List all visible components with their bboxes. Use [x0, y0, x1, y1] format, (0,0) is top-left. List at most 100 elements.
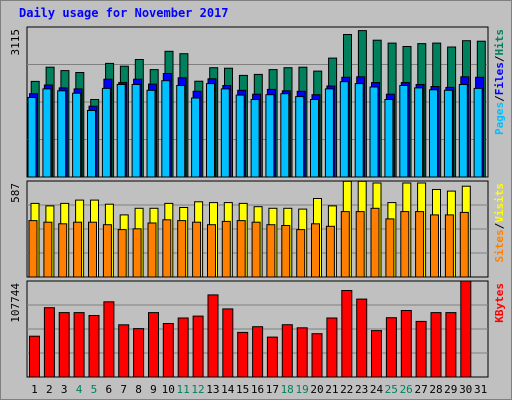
day-label-6: 6 — [105, 383, 112, 396]
side-label-word: Visits — [493, 183, 506, 223]
kbytes-bar-day-22 — [341, 290, 353, 378]
sites-bar-day-4 — [73, 221, 83, 278]
day-label-16: 16 — [251, 383, 264, 396]
pages-bar-day-28 — [429, 89, 438, 178]
side-label-word: / — [493, 95, 506, 102]
kbytes-bar-day-23 — [356, 298, 368, 378]
sites-bar-day-2 — [43, 221, 53, 278]
day-label-5: 5 — [91, 383, 98, 396]
sites-bar-day-17 — [266, 224, 276, 278]
side-label-word: KBytes — [493, 283, 506, 323]
pages-bar-day-2 — [42, 88, 52, 178]
sites-bar-day-25 — [385, 218, 395, 278]
pages-bar-day-31 — [473, 87, 483, 178]
pages-bar-day-22 — [339, 81, 349, 178]
pages-bar-day-4 — [72, 92, 82, 178]
pages-bar-day-6 — [101, 87, 111, 178]
sites-bar-day-19 — [296, 229, 306, 278]
day-label-22: 22 — [340, 383, 353, 396]
pages-bar-day-26 — [399, 85, 409, 178]
pages-bar-day-9 — [146, 89, 156, 178]
kbytes-bar-day-6 — [103, 301, 115, 378]
kbytes-bar-day-25 — [385, 317, 397, 378]
day-label-27: 27 — [414, 383, 427, 396]
day-label-12: 12 — [191, 383, 204, 396]
kbytes-bar-day-9 — [148, 312, 159, 378]
ymax-label-kbytes: 107744 — [9, 283, 22, 323]
pages-bar-day-3 — [57, 90, 67, 178]
side-label-word: Hits — [493, 29, 506, 56]
sites-bar-day-14 — [221, 220, 231, 278]
pages-bar-day-29 — [443, 89, 453, 178]
pages-bar-day-14 — [220, 88, 230, 178]
day-label-19: 19 — [295, 383, 308, 396]
pages-bar-day-18 — [280, 93, 290, 178]
pages-bar-day-13 — [206, 83, 215, 178]
day-label-7: 7 — [120, 383, 127, 396]
kbytes-bar-day-21 — [326, 317, 338, 378]
kbytes-bar-day-8 — [133, 328, 145, 378]
pages-bar-day-16 — [250, 99, 260, 178]
day-label-9: 9 — [150, 383, 157, 396]
side-label-word: Pages — [493, 102, 506, 135]
day-label-25: 25 — [385, 383, 398, 396]
day-label-8: 8 — [135, 383, 142, 396]
sites-bar-day-5 — [88, 221, 97, 278]
sites-bar-day-20 — [311, 223, 320, 278]
ymax-label-hits-files-pages: 3115 — [9, 29, 22, 56]
sites-bar-day-24 — [370, 207, 380, 278]
chart-title: Daily usage for November 2017 — [19, 6, 229, 20]
kbytes-bar-day-16 — [252, 326, 264, 378]
ymax-label-visits-sites: 587 — [9, 183, 22, 203]
kbytes-bar-day-24 — [371, 330, 382, 378]
sites-bar-day-1 — [28, 220, 38, 278]
day-label-10: 10 — [162, 383, 175, 396]
day-label-26: 26 — [400, 383, 413, 396]
side-label-word: Files — [493, 62, 506, 95]
sites-bar-day-29 — [444, 214, 454, 278]
day-label-4: 4 — [76, 383, 83, 396]
pages-bar-day-15 — [235, 94, 245, 178]
kbytes-bar-day-18 — [281, 324, 293, 378]
pages-bar-day-8 — [131, 84, 141, 178]
day-label-13: 13 — [206, 383, 219, 396]
pages-bar-day-21 — [324, 88, 334, 178]
pages-bar-day-25 — [384, 99, 394, 178]
sites-bar-day-13 — [207, 224, 216, 278]
kbytes-bar-day-28 — [430, 312, 442, 378]
kbytes-bar-day-11 — [177, 317, 189, 378]
day-label-14: 14 — [221, 383, 235, 396]
pages-bar-day-10 — [161, 80, 171, 178]
kbytes-bar-day-2 — [43, 307, 55, 378]
pages-bar-day-30 — [458, 84, 468, 178]
sites-bar-day-28 — [430, 214, 439, 278]
sites-bar-day-30 — [459, 211, 469, 278]
pages-bar-day-7 — [116, 84, 126, 178]
side-label-word: / — [493, 222, 506, 229]
side-label-kbytes: KBytes — [493, 283, 506, 323]
kbytes-bar-day-12 — [192, 315, 204, 378]
sites-bar-day-8 — [132, 228, 142, 278]
sites-bar-day-6 — [102, 224, 112, 278]
pages-bar-day-23 — [354, 83, 364, 178]
sites-bar-day-21 — [325, 225, 335, 278]
pages-bar-day-27 — [414, 87, 424, 178]
pages-bar-day-19 — [295, 96, 305, 178]
pages-bar-day-24 — [369, 86, 379, 178]
kbytes-bar-day-17 — [266, 336, 278, 378]
sites-bar-day-9 — [147, 222, 157, 278]
day-label-30: 30 — [459, 383, 472, 396]
kbytes-bar-day-4 — [73, 312, 85, 378]
pages-bar-day-1 — [27, 97, 37, 178]
kbytes-bar-day-30 — [460, 280, 472, 378]
kbytes-bar-day-29 — [445, 312, 457, 378]
kbytes-bar-day-13 — [207, 294, 219, 378]
side-label-visits-sites: Sites/Visits — [493, 183, 506, 263]
day-label-31: 31 — [474, 383, 487, 396]
sites-bar-day-11 — [177, 220, 187, 278]
day-label-23: 23 — [355, 383, 368, 396]
day-label-24: 24 — [370, 383, 384, 396]
kbytes-bar-day-3 — [58, 312, 70, 378]
kbytes-bar-day-20 — [311, 333, 323, 378]
day-label-21: 21 — [325, 383, 338, 396]
